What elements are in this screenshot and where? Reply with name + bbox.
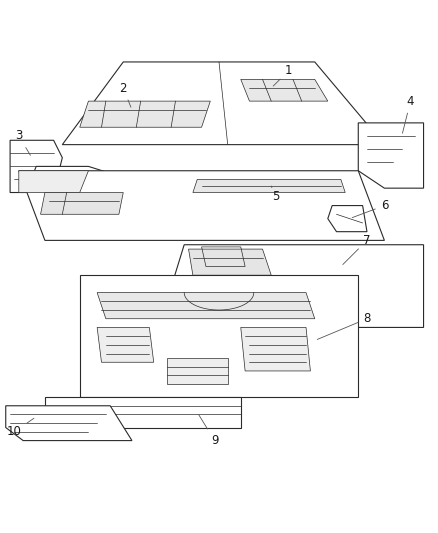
Polygon shape bbox=[97, 293, 315, 319]
Polygon shape bbox=[10, 140, 62, 192]
Text: 7: 7 bbox=[343, 234, 371, 264]
Text: 8: 8 bbox=[317, 312, 371, 340]
Polygon shape bbox=[80, 101, 210, 127]
Polygon shape bbox=[328, 206, 367, 232]
Text: 3: 3 bbox=[15, 130, 30, 155]
Polygon shape bbox=[80, 275, 358, 397]
Text: 4: 4 bbox=[403, 95, 414, 133]
Polygon shape bbox=[28, 166, 306, 236]
Polygon shape bbox=[62, 62, 385, 144]
Polygon shape bbox=[6, 406, 132, 441]
Polygon shape bbox=[97, 327, 154, 362]
Polygon shape bbox=[19, 171, 385, 240]
Polygon shape bbox=[45, 397, 241, 427]
Text: 10: 10 bbox=[7, 418, 34, 438]
Text: 5: 5 bbox=[271, 186, 279, 204]
Polygon shape bbox=[167, 245, 424, 327]
Polygon shape bbox=[358, 123, 424, 188]
Text: 6: 6 bbox=[352, 199, 388, 217]
Polygon shape bbox=[167, 358, 228, 384]
Polygon shape bbox=[41, 192, 123, 214]
Text: 9: 9 bbox=[199, 415, 219, 447]
Polygon shape bbox=[19, 171, 88, 192]
Text: 1: 1 bbox=[273, 64, 293, 86]
Polygon shape bbox=[241, 327, 311, 371]
Polygon shape bbox=[188, 249, 271, 275]
Polygon shape bbox=[193, 180, 345, 192]
Polygon shape bbox=[241, 79, 328, 101]
Text: 2: 2 bbox=[120, 82, 131, 107]
